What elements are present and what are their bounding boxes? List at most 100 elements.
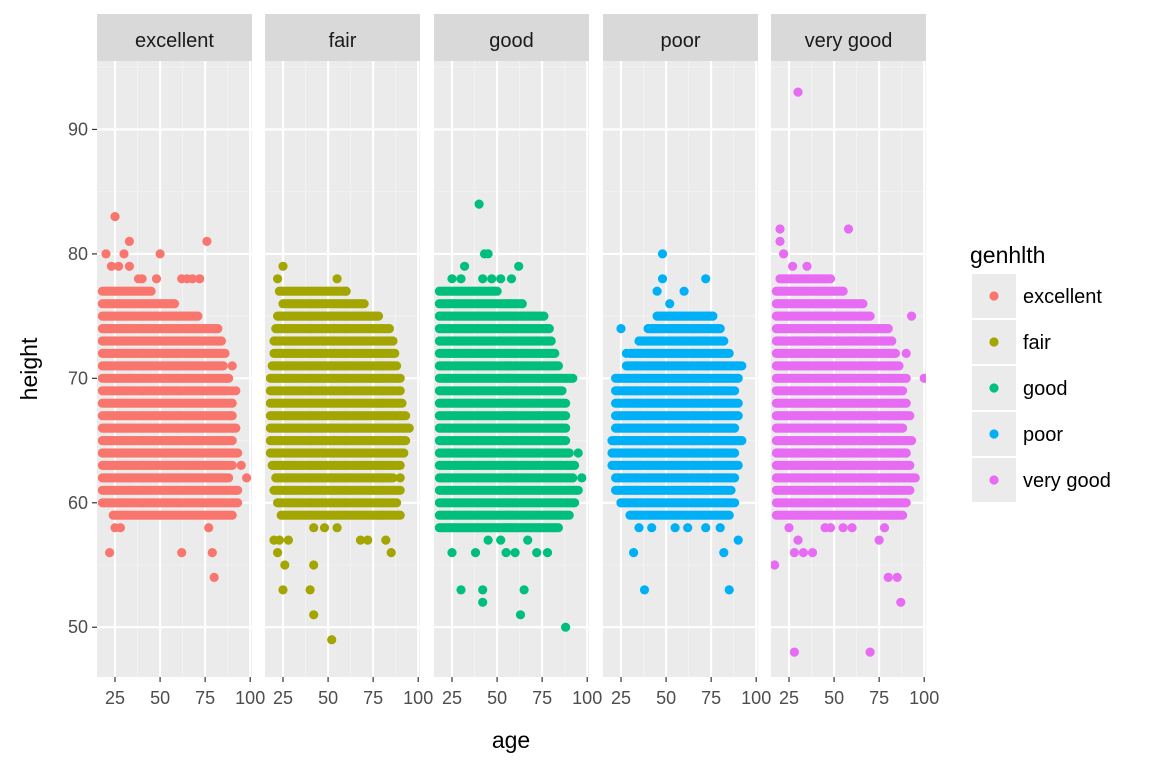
data-point <box>332 274 342 284</box>
data-point <box>309 523 319 533</box>
data-point <box>460 261 470 271</box>
data-point <box>726 485 736 495</box>
data-point <box>216 336 226 346</box>
data-point <box>737 361 747 371</box>
data-point <box>474 199 484 209</box>
data-point <box>730 423 740 433</box>
points-excellent <box>97 212 252 583</box>
data-point <box>561 411 571 421</box>
data-point <box>395 510 405 520</box>
data-point <box>355 535 366 545</box>
data-point <box>478 585 488 595</box>
data-point <box>404 423 414 433</box>
data-point <box>114 261 124 271</box>
data-point <box>577 473 587 483</box>
facet-panels: excellent fair good poor very good <box>97 14 926 677</box>
data-point <box>236 460 246 470</box>
data-point <box>319 523 330 533</box>
data-point <box>399 448 409 458</box>
data-point <box>514 261 524 271</box>
data-point <box>155 249 165 259</box>
data-point <box>146 286 156 296</box>
data-point <box>227 510 237 520</box>
data-point <box>225 411 235 421</box>
data-point <box>523 535 533 545</box>
data-point <box>124 261 134 271</box>
data-point <box>278 585 288 595</box>
data-point <box>561 398 571 408</box>
data-point <box>388 473 398 483</box>
data-point <box>233 498 243 508</box>
data-point <box>110 212 120 222</box>
data-point <box>733 460 743 470</box>
data-point <box>553 523 564 533</box>
data-point <box>388 336 398 346</box>
data-point <box>478 597 488 607</box>
data-point <box>532 548 542 558</box>
data-point <box>187 274 198 284</box>
data-point <box>519 585 529 595</box>
data-point <box>202 236 212 246</box>
data-point <box>384 324 394 334</box>
data-point <box>395 473 405 483</box>
data-point <box>177 548 187 558</box>
data-point <box>517 299 527 309</box>
data-point <box>359 299 369 309</box>
data-point <box>456 274 466 284</box>
data-point <box>332 523 342 533</box>
data-point <box>544 324 554 334</box>
facet-panel-fair: fair <box>265 14 420 677</box>
data-point <box>213 324 223 334</box>
data-point <box>137 274 147 284</box>
data-point <box>169 299 180 309</box>
data-point <box>557 386 567 396</box>
data-point <box>730 448 740 458</box>
data-point <box>496 274 506 284</box>
data-point <box>392 498 402 508</box>
data-point <box>397 398 407 408</box>
data-point <box>733 398 743 408</box>
data-point <box>456 585 466 595</box>
data-point <box>204 523 214 533</box>
data-point <box>487 274 497 284</box>
data-point <box>496 535 506 545</box>
data-point <box>218 361 228 371</box>
data-point <box>227 436 237 446</box>
data-point <box>363 535 373 545</box>
facet-strip <box>434 14 589 61</box>
data-point <box>386 548 396 558</box>
facet-strip-label: poor <box>660 30 700 52</box>
data-point <box>151 274 162 284</box>
points-poor <box>607 249 747 595</box>
data-point <box>724 510 734 520</box>
data-point <box>724 348 734 358</box>
data-point <box>570 498 580 508</box>
data-point <box>209 572 219 583</box>
data-point <box>392 361 402 371</box>
data-point <box>273 548 283 558</box>
data-point <box>274 535 284 545</box>
data-point <box>483 249 493 259</box>
data-point <box>381 535 391 545</box>
data-point <box>470 548 481 558</box>
facet-strip <box>265 14 420 61</box>
data-point <box>395 460 405 470</box>
data-point <box>395 485 405 495</box>
data-point <box>231 485 241 495</box>
data-point <box>105 548 115 558</box>
data-point <box>305 585 315 595</box>
data-point <box>561 423 571 433</box>
data-point <box>447 274 457 284</box>
points-fair <box>265 261 414 645</box>
data-point <box>730 386 740 396</box>
data-point <box>327 635 337 645</box>
data-point <box>401 436 411 446</box>
data-point <box>220 348 230 358</box>
data-point <box>233 448 243 458</box>
data-point <box>561 622 571 632</box>
facet-strip <box>603 14 758 61</box>
data-point <box>492 286 502 296</box>
data-point <box>124 236 134 246</box>
data-point <box>373 311 384 321</box>
data-point <box>227 361 237 371</box>
